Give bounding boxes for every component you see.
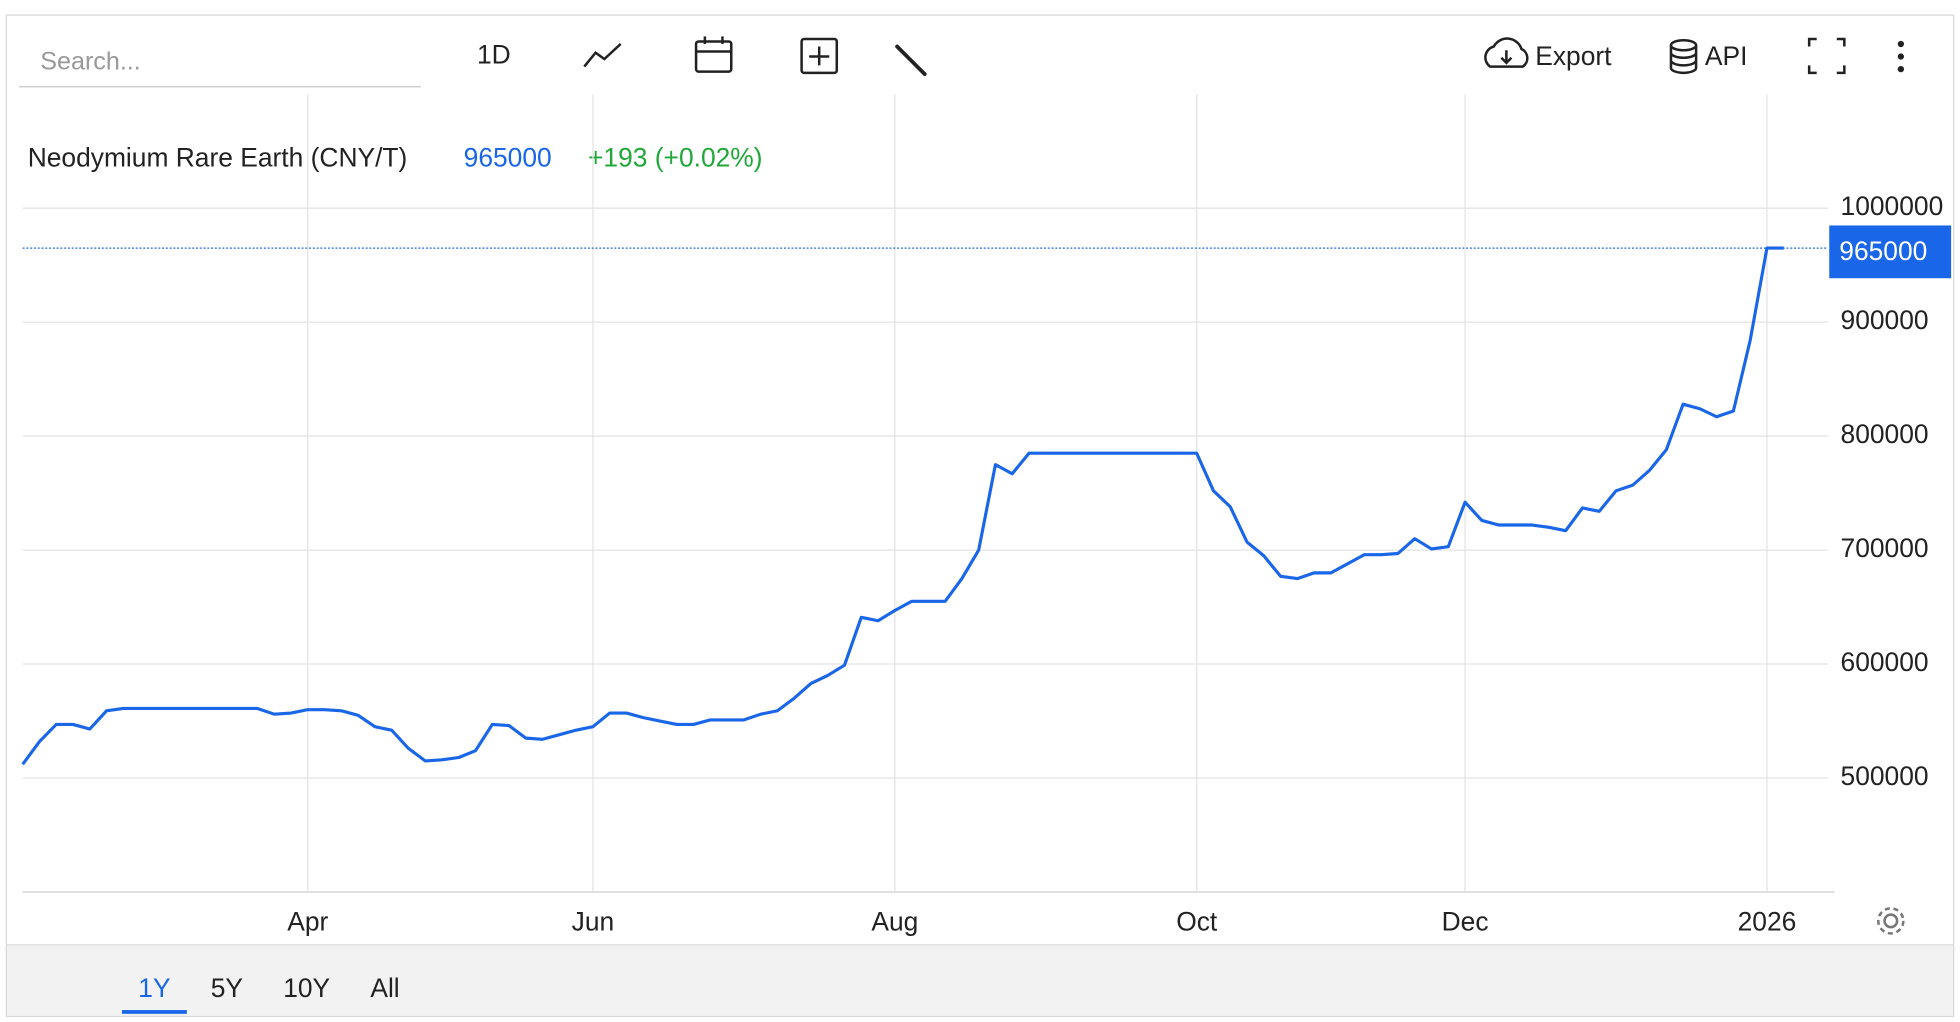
price-line	[21, 246, 1784, 766]
tools-icon[interactable]	[895, 44, 927, 77]
range-button[interactable]: 10Y	[283, 973, 330, 1003]
y-tick-label: 800000	[1841, 419, 1929, 449]
x-tick-label: Aug	[871, 906, 918, 936]
export-button[interactable]: Export	[1535, 41, 1612, 71]
range-bar	[6, 944, 1954, 1016]
change: +193 (+0.02%)	[588, 143, 763, 173]
active-range-underline	[121, 1010, 187, 1014]
range-button[interactable]: 1Y	[138, 973, 171, 1003]
y-tick-label: 600000	[1841, 647, 1929, 677]
y-tick-label: 1000000	[1841, 191, 1944, 221]
y-tick-label: 500000	[1841, 761, 1929, 791]
y-tick-label: 900000	[1841, 305, 1929, 335]
x-tick-label: Oct	[1176, 906, 1218, 936]
frame	[5, 14, 1955, 1017]
x-tick-label: Apr	[287, 906, 328, 936]
x-tick-label: Dec	[1442, 906, 1489, 936]
last-value-tag	[1829, 225, 1952, 279]
add-icon[interactable]	[800, 37, 839, 75]
range-button[interactable]: All	[370, 973, 399, 1003]
api-button[interactable]: API	[1705, 41, 1748, 71]
api-icon[interactable]	[1669, 38, 1698, 75]
x-tick-label: 2026	[1738, 906, 1797, 936]
more-icon[interactable]	[1897, 40, 1905, 73]
x-tick-label: Jun	[572, 906, 615, 936]
last-value: 965000	[464, 143, 552, 173]
chart-title: Neodymium Rare Earth (CNY/T)	[28, 143, 408, 173]
range-button[interactable]: 5Y	[211, 973, 244, 1003]
interval-button[interactable]: 1D	[477, 40, 511, 70]
chart-type-icon[interactable]	[583, 43, 622, 68]
fullscreen-icon[interactable]	[1807, 37, 1846, 75]
y-tick-label: 700000	[1841, 533, 1929, 563]
export-icon[interactable]	[1484, 37, 1529, 68]
calendar-icon[interactable]	[694, 36, 733, 73]
search-input[interactable]: Search...	[40, 47, 141, 75]
last-value-label: 965000	[1839, 236, 1927, 266]
settings-icon[interactable]	[1876, 907, 1905, 935]
